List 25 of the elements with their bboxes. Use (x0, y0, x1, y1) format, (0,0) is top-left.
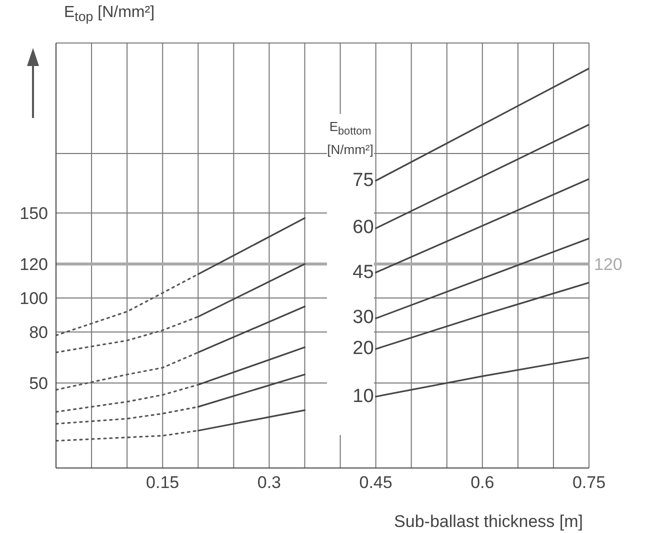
ref-line-label: 120 (594, 255, 622, 274)
y-axis-title: E$_{top}$ [N/mm²] (64, 4, 155, 24)
series-label: 10 (352, 386, 374, 408)
y-tick-label: 100 (20, 289, 48, 308)
x-tick-label: 0.75 (572, 473, 606, 492)
series-label: 75 (352, 170, 374, 192)
x-tick-label: 0.6 (470, 473, 494, 492)
line-series (56, 352, 199, 391)
line-series (56, 384, 199, 413)
y-tick-label: 50 (29, 374, 48, 394)
legend-title: E$_{bottom}$ [N/mm²] (326, 118, 374, 158)
y-tick-label: 120 (20, 255, 48, 274)
x-tick-label: 0.45 (359, 473, 392, 492)
y-tick-label: 80 (29, 323, 48, 342)
x-tick-label: 0.15 (146, 473, 180, 492)
y-tick-label: 150 (20, 204, 48, 224)
x-axis-title: Sub-ballast thickness [m] (394, 512, 583, 531)
series-label: 20 (352, 338, 374, 360)
series-label: 30 (352, 307, 374, 330)
x-tick-label: 0.3 (257, 473, 282, 492)
line-series (56, 273, 199, 336)
series-label: 45 (352, 262, 374, 284)
line-series (56, 430, 199, 442)
line-series (56, 316, 199, 354)
series-label: 60 (352, 217, 374, 240)
